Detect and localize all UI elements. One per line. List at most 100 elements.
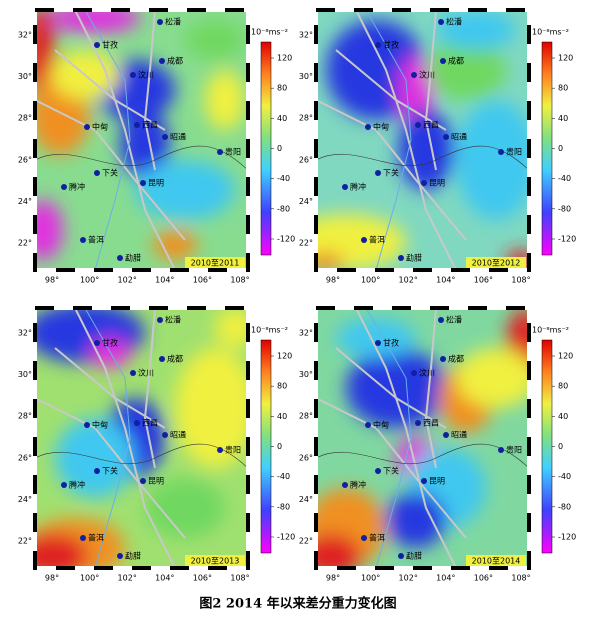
lon-label: 102° [399, 574, 418, 583]
city-label: 松潘 [165, 315, 181, 325]
anomaly [316, 252, 344, 270]
colorbar-unit: 10⁻⁸ms⁻² [251, 28, 288, 37]
city-marker [94, 468, 100, 474]
panel-label-box [466, 555, 526, 566]
lat-label: 22° [299, 239, 313, 248]
anomaly [90, 338, 130, 368]
city-marker [217, 447, 223, 453]
city-label: 汶川 [138, 368, 154, 378]
lon-label: 100° [361, 574, 380, 583]
city-marker [375, 170, 381, 176]
lat-label: 22° [299, 537, 313, 546]
city-label: 松潘 [165, 17, 181, 27]
anomaly [316, 534, 361, 568]
city-marker [361, 237, 367, 243]
city-marker [438, 317, 444, 323]
gravity-field [316, 10, 529, 270]
city-label: 勐腊 [406, 253, 422, 263]
city-marker [80, 535, 86, 541]
map-panel: 32° 30° 28° 26° 24° 22° 98° 100° 102° 104° 106° 108… [299, 8, 576, 285]
colorbar-tick-label: -40 [277, 472, 290, 481]
colorbar-tick-label: -120 [277, 533, 295, 542]
map-panel: 32° 30° 28° 26° 24° 22° 98° 100° 102° 104° 106° 108… [18, 306, 295, 583]
city-marker [498, 149, 504, 155]
colorbar-tick-label: 40 [277, 412, 287, 421]
lon-label: 106° [474, 574, 493, 583]
city-label: 普洱 [369, 533, 385, 543]
city-label: 昆明 [429, 477, 445, 486]
city-label: 昭通 [170, 430, 186, 440]
colorbar [260, 339, 272, 554]
city-marker [443, 432, 449, 438]
colorbar-tick-label: -80 [558, 502, 571, 511]
city-label: 贵阳 [506, 445, 522, 455]
city-marker [398, 255, 404, 261]
city-marker [498, 447, 504, 453]
lat-label: 24° [18, 495, 32, 504]
colorbar [541, 339, 553, 554]
city-label: 甘孜 [102, 40, 118, 50]
anomaly [175, 348, 248, 468]
anomaly [35, 10, 55, 95]
city-marker [342, 482, 348, 488]
anomaly [205, 70, 245, 130]
map-area [316, 10, 529, 270]
colorbar-tick-label: 40 [277, 114, 287, 123]
city-label: 贵阳 [225, 147, 241, 157]
city-label: 腾冲 [69, 182, 85, 192]
city-label: 贵阳 [506, 147, 522, 157]
colorbar-tick-label: -80 [558, 204, 571, 213]
city-marker [342, 184, 348, 190]
lon-label: 106° [193, 276, 212, 285]
city-marker [140, 180, 146, 186]
panel-label: 2010至2012 [472, 259, 521, 268]
city-marker [398, 553, 404, 559]
panel-label-box [466, 257, 526, 268]
city-label: 甘孜 [102, 338, 118, 348]
city-label: 西昌 [423, 419, 439, 428]
colorbar-tick-label: 0 [277, 442, 282, 451]
anomaly [185, 20, 245, 60]
city-marker [134, 420, 140, 426]
lat-label: 30° [18, 72, 32, 81]
colorbar-tick-label: -120 [558, 235, 576, 244]
lat-label: 32° [299, 31, 313, 40]
city-marker [162, 432, 168, 438]
map-area [35, 10, 248, 270]
lon-label: 100° [80, 276, 99, 285]
city-label: 昆明 [148, 179, 164, 188]
city-marker [375, 468, 381, 474]
lat-label: 30° [299, 370, 313, 379]
city-label: 普洱 [88, 235, 104, 245]
city-label: 甘孜 [383, 40, 399, 50]
lon-label: 108° [230, 276, 249, 285]
city-label: 成都 [448, 56, 464, 66]
city-marker [130, 370, 136, 376]
map-area [316, 308, 529, 568]
lon-label: 98° [326, 276, 340, 285]
lon-label: 102° [399, 276, 418, 285]
panel-label: 2010至2011 [191, 259, 240, 268]
city-label: 腾冲 [69, 480, 85, 490]
lat-label: 32° [299, 329, 313, 338]
fault-line [54, 347, 166, 429]
anomaly [426, 40, 506, 100]
fault-line [424, 308, 437, 469]
colorbar-tick-label: 0 [558, 442, 563, 451]
colorbar-unit: 10⁻⁸ms⁻² [532, 28, 569, 37]
anomaly [35, 200, 63, 260]
city-marker [421, 478, 427, 484]
fault-line [54, 49, 166, 131]
lat-label: 32° [18, 329, 32, 338]
panel-label-box [185, 257, 245, 268]
lat-label: 28° [299, 412, 313, 421]
city-marker [80, 237, 86, 243]
lat-label: 30° [299, 72, 313, 81]
fault-line [335, 49, 447, 131]
city-label: 中甸 [92, 420, 108, 430]
gravity-field [316, 308, 529, 568]
colorbar-tick-label: 0 [277, 144, 282, 153]
map-frame-ticks [33, 8, 250, 272]
city-marker [159, 58, 165, 64]
